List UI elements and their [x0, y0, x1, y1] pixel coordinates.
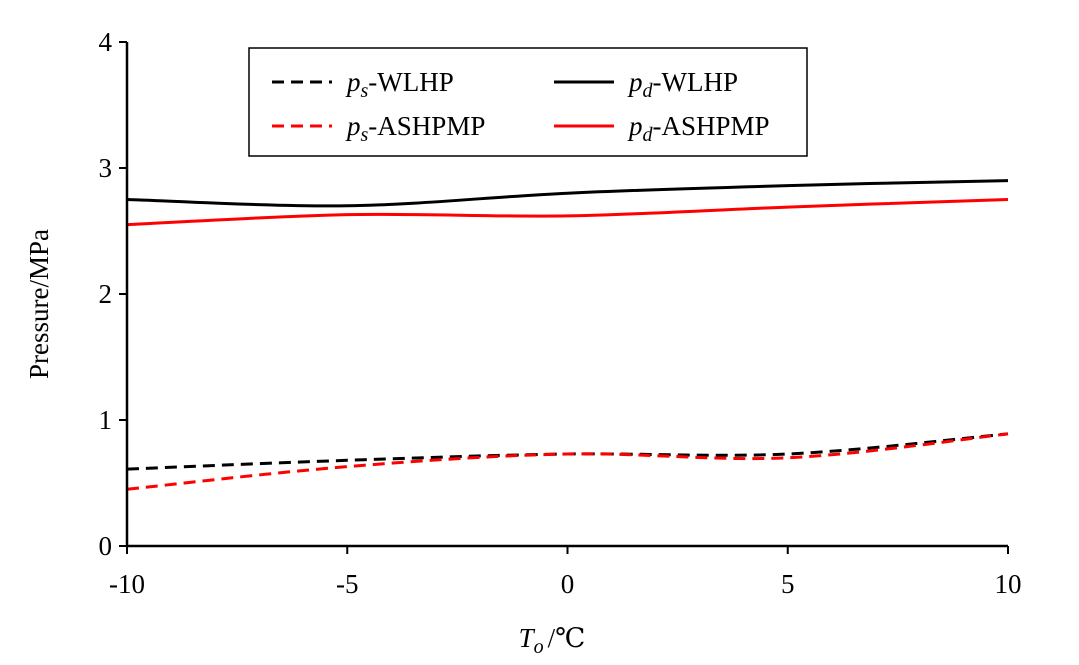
series-line-ps-ashpmp — [126, 432, 1009, 491]
y-tick-label: 3 — [99, 153, 113, 183]
series-line-pd-wlhp — [126, 179, 1009, 208]
y-tick-label: 0 — [99, 531, 113, 561]
x-tick-label: -10 — [109, 569, 145, 599]
plot-area — [126, 179, 1009, 491]
y-tick-label: 2 — [99, 279, 113, 309]
legend-label-pd-ashpmp: pd-ASHPMP — [627, 111, 770, 146]
legend-label-ps-ashpmp: ps-ASHPMP — [345, 111, 485, 146]
y-tick-label: 1 — [99, 405, 113, 435]
x-axis-title-sub: o — [534, 636, 544, 658]
legend-label-pd-wlhp: pd-WLHP — [627, 67, 738, 102]
x-axis-title-suffix: /℃ — [548, 623, 586, 653]
legend-box — [248, 47, 808, 157]
y-ticks: 0 1 2 3 4 — [99, 27, 127, 561]
legend-label-ps-wlhp: ps-WLHP — [345, 67, 454, 102]
y-axis-title: Pressure/MPa — [24, 229, 54, 379]
x-tick-label: -5 — [336, 569, 359, 599]
series-line-pd-ashpmp — [126, 198, 1009, 227]
x-axis-title-main: T — [519, 623, 536, 653]
x-ticks: -10 -5 0 5 10 — [109, 546, 1022, 599]
x-tick-label: 5 — [781, 569, 795, 599]
legend: ps-WLHP pd-WLHP ps-ASHPMP pd-ASHPMP — [248, 47, 808, 157]
x-axis-title: To/℃ — [519, 623, 586, 658]
x-tick-label: 10 — [995, 569, 1022, 599]
x-tick-label: 0 — [561, 569, 575, 599]
y-tick-label: 4 — [99, 27, 113, 57]
